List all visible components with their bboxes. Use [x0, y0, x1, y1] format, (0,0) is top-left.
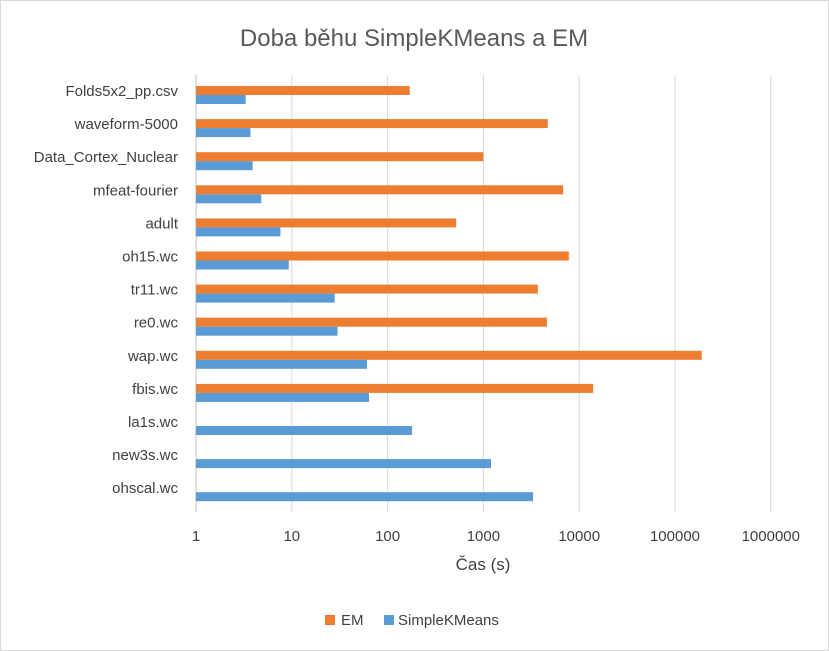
- legend-swatch-em: [325, 615, 335, 625]
- x-tick-label: 10000: [558, 528, 600, 545]
- bar-em: [196, 152, 484, 162]
- x-tick-label: 1000000: [742, 528, 800, 545]
- x-axis-title: Čas (s): [456, 555, 511, 574]
- bar-simplekmeans: [196, 359, 368, 369]
- category-label: ohscal.wc: [112, 480, 178, 497]
- legend-swatch-simplekmeans: [384, 615, 394, 625]
- category-label: Data_Cortex_Nuclear: [34, 149, 178, 166]
- category-label: re0.wc: [134, 315, 179, 332]
- category-label: tr11.wc: [131, 282, 179, 299]
- bar-em: [196, 218, 457, 228]
- category-label: fbis.wc: [132, 381, 178, 398]
- legend-label-em: EM: [341, 612, 364, 629]
- bar-simplekmeans: [196, 95, 246, 104]
- x-tick-label: 1000: [467, 528, 500, 545]
- chart-title: Doba běhu SimpleKMeans a EM: [240, 25, 588, 52]
- x-tick-label: 100000: [650, 528, 700, 545]
- bar-em: [196, 86, 410, 95]
- bar-simplekmeans: [196, 459, 491, 469]
- category-label: new3s.wc: [112, 447, 178, 464]
- bar-em: [196, 284, 538, 294]
- bar-simplekmeans: [196, 392, 370, 402]
- gridlines: [195, 75, 772, 512]
- bars: [196, 86, 702, 502]
- bar-em: [196, 317, 547, 327]
- bar-simplekmeans: [196, 194, 262, 204]
- legend: EM SimpleKMeans: [325, 612, 499, 629]
- category-label: mfeat-fourier: [93, 182, 178, 199]
- category-label: waveform-5000: [74, 116, 178, 133]
- category-label: oh15.wc: [122, 249, 178, 266]
- category-labels: Folds5x2_pp.csv waveform-5000 Data_Cortex_…: [34, 83, 179, 497]
- x-tick-label: 10: [283, 528, 300, 545]
- category-label: wap.wc: [127, 348, 179, 365]
- legend-label-simplekmeans: SimpleKMeans: [398, 612, 499, 629]
- bar-simplekmeans: [196, 128, 251, 138]
- category-label: la1s.wc: [128, 414, 179, 431]
- category-label: adult: [145, 215, 178, 232]
- category-label: Folds5x2_pp.csv: [65, 83, 178, 100]
- bar-em: [196, 350, 702, 360]
- bar-em: [196, 383, 594, 393]
- bar-simplekmeans: [196, 227, 281, 237]
- x-tick-label: 100: [375, 528, 400, 545]
- bar-simplekmeans: [196, 326, 338, 336]
- bar-em: [196, 119, 548, 129]
- bar-simplekmeans: [196, 426, 413, 435]
- bar-em: [196, 185, 564, 195]
- bar-simplekmeans: [196, 260, 289, 270]
- bar-simplekmeans: [196, 293, 335, 303]
- bar-simplekmeans: [196, 492, 534, 502]
- x-tick-labels: 1 10 100 1000 10000 100000 1000000: [192, 528, 800, 545]
- x-tick-label: 1: [192, 528, 200, 545]
- bar-simplekmeans: [196, 161, 253, 171]
- bar-em: [196, 251, 569, 261]
